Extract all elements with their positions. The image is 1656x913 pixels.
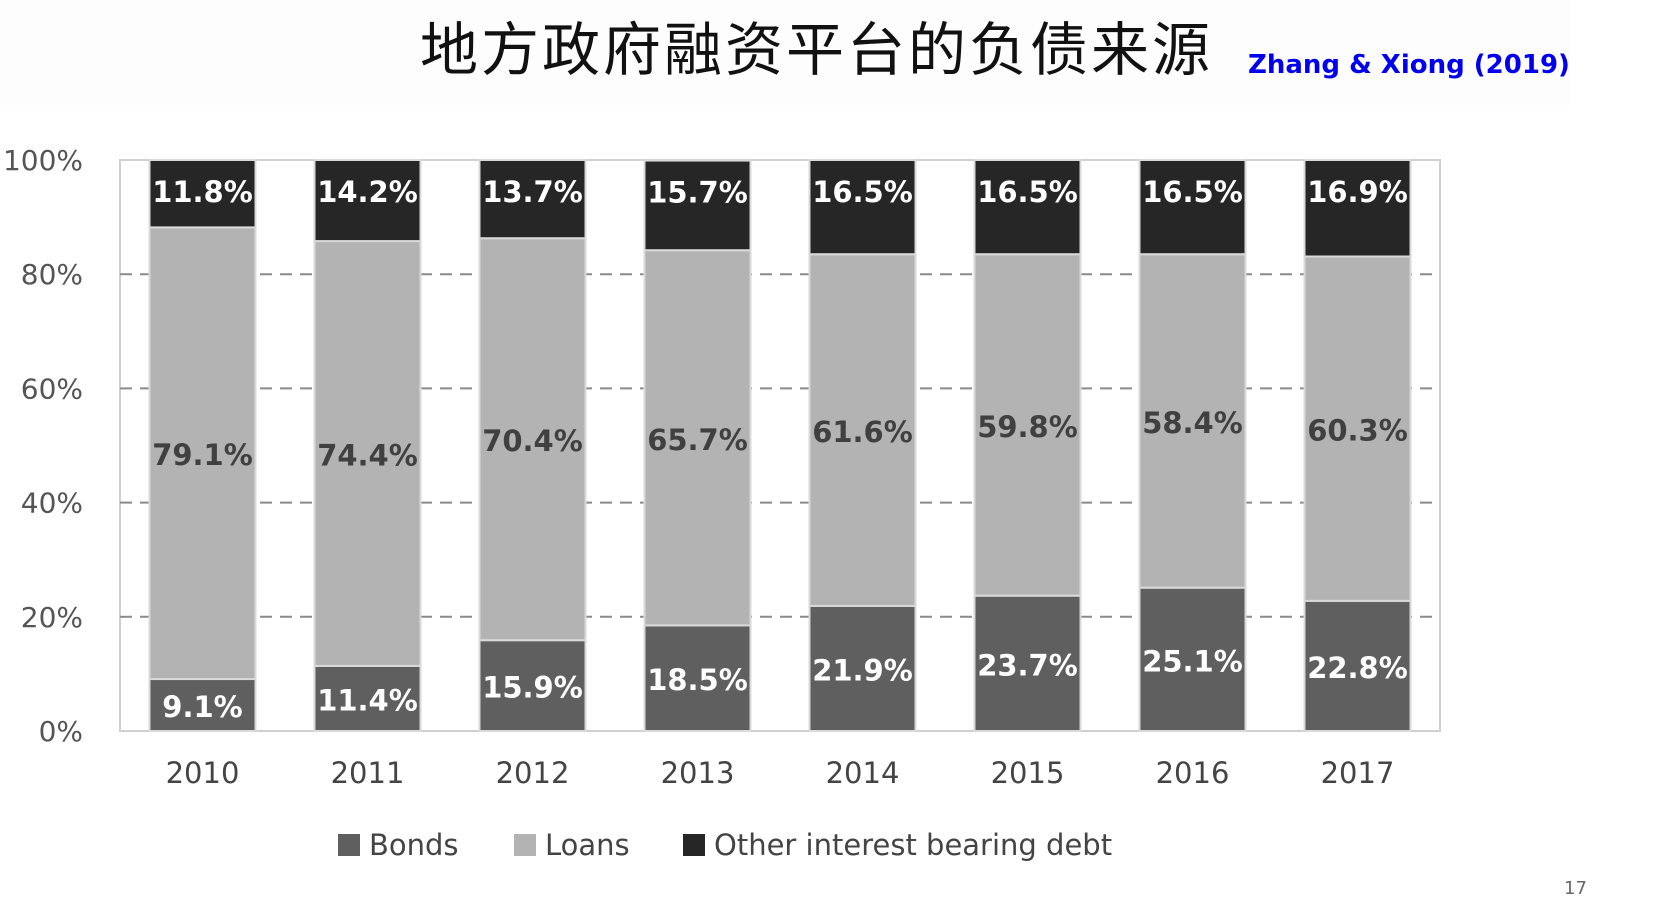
- legend-swatch: [514, 834, 536, 856]
- data-label: 59.8%: [977, 410, 1078, 444]
- y-tick-label: 20%: [21, 601, 83, 634]
- title-band: [0, 0, 1570, 108]
- bar-segment: [478, 639, 587, 732]
- bar-segment: [1138, 253, 1247, 589]
- bar-segment: [313, 159, 422, 243]
- plot-frame: [119, 159, 1441, 732]
- data-label: 18.5%: [647, 663, 748, 697]
- slide-title: 地方政府融资平台的负债来源: [420, 16, 1214, 84]
- bar-segment: [313, 664, 422, 733]
- data-label: 61.6%: [812, 415, 913, 449]
- y-tick-label: 80%: [21, 258, 83, 291]
- x-tick-label: 2017: [1321, 756, 1395, 790]
- bar-segment: [643, 159, 752, 252]
- page-number: 17: [1564, 878, 1587, 899]
- bar-segment: [148, 226, 257, 681]
- bar-segment: [973, 159, 1082, 256]
- legend-label: Bonds: [369, 828, 459, 862]
- y-tick-label: 60%: [21, 372, 83, 405]
- bar-segment: [478, 159, 587, 240]
- data-label: 79.1%: [152, 438, 253, 472]
- data-label: 15.9%: [482, 671, 583, 705]
- bar-segment: [1138, 159, 1247, 256]
- data-label: 16.5%: [1142, 175, 1243, 209]
- data-label: 11.4%: [317, 683, 418, 717]
- data-label: 11.8%: [152, 175, 253, 209]
- data-label: 13.7%: [482, 175, 583, 209]
- legend-swatch: [338, 834, 360, 856]
- x-tick-label: 2011: [331, 756, 405, 790]
- bar-segment: [313, 240, 422, 667]
- legend-label: Loans: [545, 828, 630, 862]
- legend-swatch: [683, 834, 705, 856]
- data-label: 14.2%: [317, 175, 418, 209]
- data-label: 16.5%: [977, 175, 1078, 209]
- bar-segment: [808, 159, 917, 256]
- x-tick-label: 2010: [166, 756, 240, 790]
- citation-link[interactable]: Zhang & Xiong (2019): [1248, 50, 1570, 80]
- data-label: 22.8%: [1307, 651, 1408, 685]
- bar-segment: [148, 159, 257, 229]
- x-tick-label: 2016: [1156, 756, 1230, 790]
- data-label: 16.9%: [1307, 175, 1408, 209]
- bar-segment: [478, 237, 587, 642]
- bar-segment: [1303, 159, 1412, 258]
- x-tick-label: 2015: [991, 756, 1065, 790]
- bar-segment: [1303, 599, 1412, 733]
- data-label: 23.7%: [977, 648, 1078, 682]
- data-label: 16.5%: [812, 175, 913, 209]
- data-label: 65.7%: [647, 423, 748, 457]
- x-tick-label: 2013: [661, 756, 735, 790]
- bar-segment: [973, 594, 1082, 732]
- y-tick-label: 40%: [21, 487, 83, 520]
- data-label: 9.1%: [162, 690, 242, 724]
- bar-segment: [643, 249, 752, 627]
- data-label: 70.4%: [482, 424, 583, 458]
- data-label: 21.9%: [812, 653, 913, 687]
- legend-label: Other interest bearing debt: [714, 828, 1112, 862]
- data-label: 15.7%: [647, 176, 748, 210]
- bar-segment: [643, 624, 752, 732]
- x-tick-label: 2012: [496, 756, 570, 790]
- x-tick-label: 2014: [826, 756, 900, 790]
- data-label: 58.4%: [1142, 406, 1243, 440]
- data-label: 25.1%: [1142, 644, 1243, 678]
- data-label: 60.3%: [1307, 414, 1408, 448]
- y-tick-label: 100%: [3, 144, 83, 177]
- y-tick-label: 0%: [39, 715, 83, 748]
- data-label: 74.4%: [317, 438, 418, 472]
- bar-segment: [1138, 586, 1247, 733]
